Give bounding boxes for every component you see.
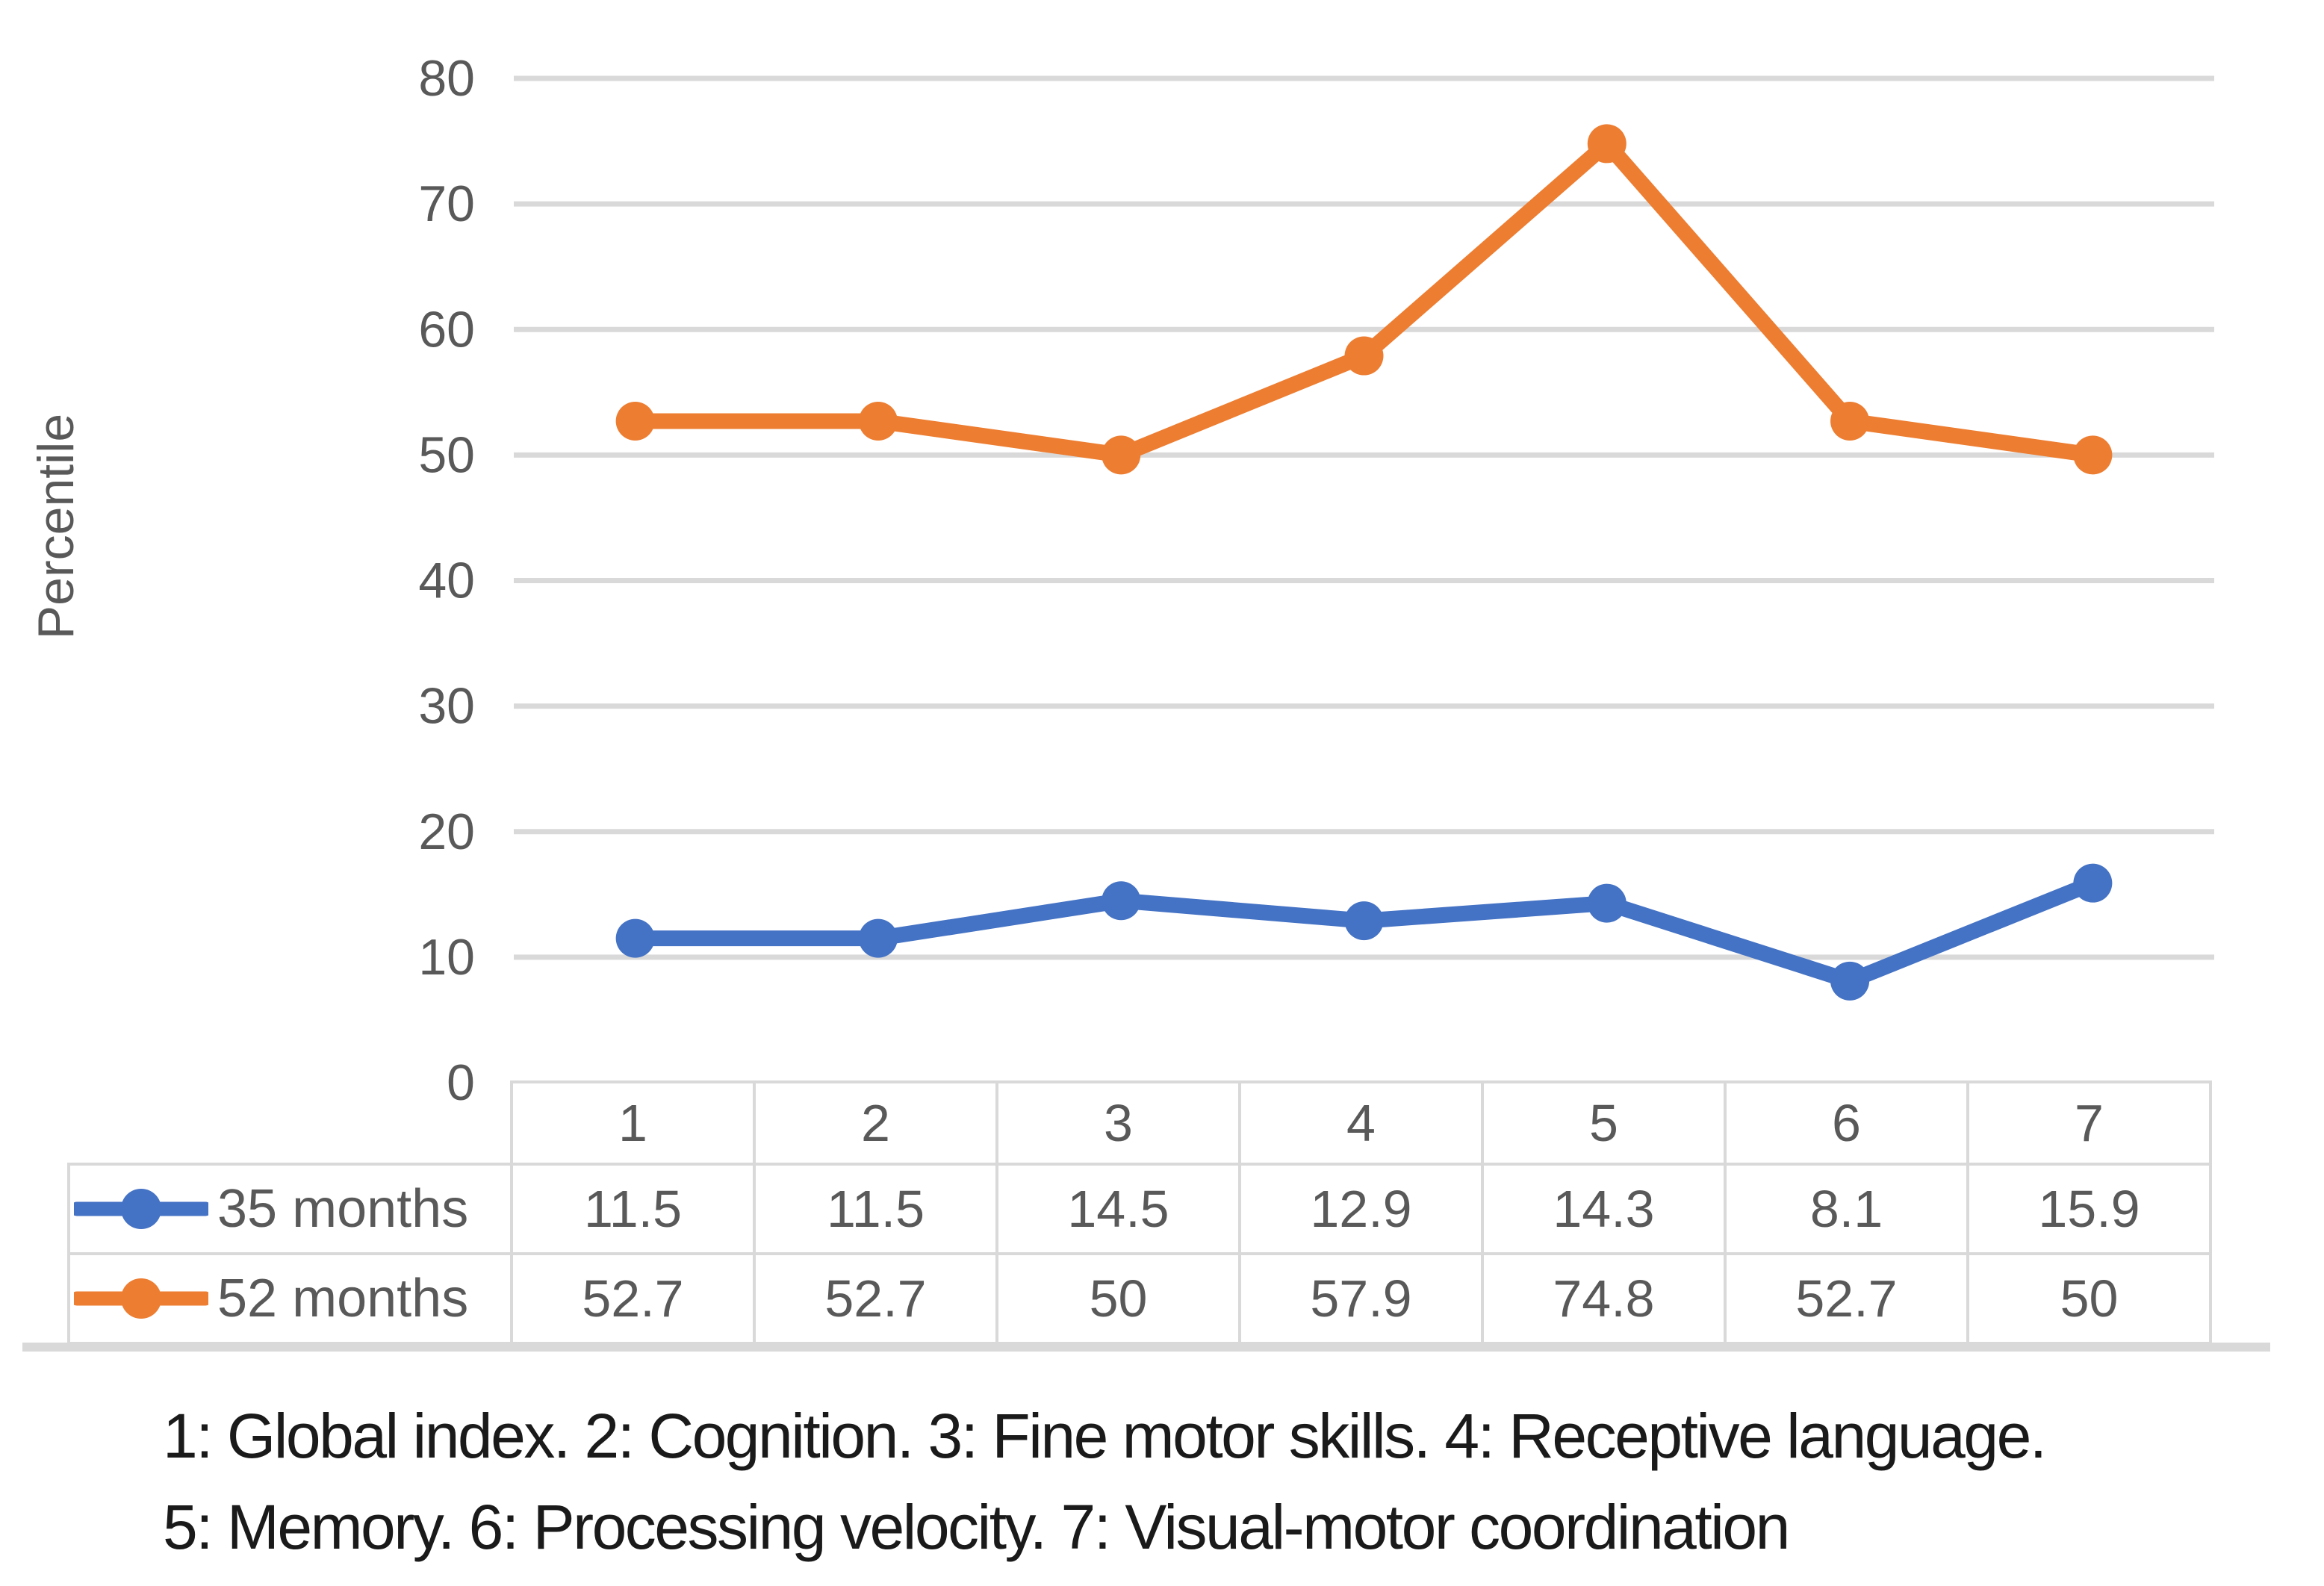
legend-cell: 35 months — [67, 1163, 513, 1255]
value-cell: 50 — [1966, 1252, 2212, 1345]
table-row: 52 months 52.7 52.7 50 57.9 74.8 52.7 50 — [67, 1252, 2212, 1345]
y-tick-label: 70 — [418, 175, 475, 232]
series-line-52-months — [627, 135, 2101, 463]
value-cell: 14.3 — [1481, 1163, 1727, 1255]
column-header-cell: 7 — [1966, 1080, 2212, 1166]
value-cell: 52.7 — [510, 1252, 756, 1345]
legend-key: 35 months — [72, 1178, 509, 1240]
legend-cell: 52 months — [67, 1252, 513, 1345]
value-cell: 52.7 — [1724, 1252, 1969, 1345]
y-tick-label: 10 — [418, 929, 475, 986]
chart-baseline — [22, 1343, 2270, 1352]
data-point-52-months-7 — [2073, 435, 2113, 475]
value-cell: 11.5 — [510, 1163, 756, 1255]
data-point-35-months-6 — [1830, 961, 1870, 1001]
value-cell: 14.5 — [995, 1163, 1241, 1255]
series-name-label: 35 months — [217, 1179, 469, 1239]
legend-dot — [121, 1278, 161, 1319]
value-cell: 50 — [995, 1252, 1241, 1345]
value-cell: 12.9 — [1238, 1163, 1484, 1255]
value-cell: 8.1 — [1724, 1163, 1969, 1255]
y-tick-label: 60 — [418, 301, 475, 358]
data-point-35-months-3 — [1102, 881, 1141, 921]
data-point-52-months-3 — [1102, 435, 1141, 475]
value-cell: 57.9 — [1238, 1252, 1484, 1345]
caption-line-1: 1: Global index. 2: Cognition. 3: Fine m… — [163, 1401, 2047, 1471]
data-point-52-months-2 — [858, 401, 898, 441]
caption-line-2: 5: Memory. 6: Processing velocity. 7: Vi… — [163, 1492, 1790, 1562]
value-cell: 11.5 — [753, 1163, 998, 1255]
data-point-52-months-6 — [1830, 401, 1870, 441]
data-point-35-months-4 — [1344, 901, 1384, 941]
legend-key: 52 months — [72, 1268, 509, 1329]
table-row: 35 months 11.5 11.5 14.5 12.9 14.3 8.1 15.9 — [67, 1163, 2212, 1255]
caption: 1: Global index. 2: Cognition. 3: Fine m… — [163, 1390, 2047, 1573]
column-header-cell: 3 — [995, 1080, 1241, 1166]
y-axis-title: Percentile — [28, 413, 84, 640]
legend-dot — [121, 1189, 161, 1229]
value-cell: 52.7 — [753, 1252, 998, 1345]
data-point-35-months-5 — [1587, 883, 1627, 923]
y-tick-label: 30 — [418, 678, 475, 735]
data-point-52-months-5 — [1587, 124, 1627, 164]
column-header-cell: 2 — [753, 1080, 998, 1166]
column-header-cell: 5 — [1481, 1080, 1727, 1166]
column-header-cell: 4 — [1238, 1080, 1484, 1166]
column-header-cell: 6 — [1724, 1080, 1969, 1166]
value-cell: 74.8 — [1481, 1252, 1727, 1345]
y-tick-label: 80 — [418, 50, 475, 107]
value-cell: 15.9 — [1966, 1163, 2212, 1255]
data-point-35-months-1 — [615, 918, 655, 958]
y-tick-label: 20 — [418, 803, 475, 860]
series-marker-icon — [74, 1278, 208, 1319]
column-header-cell: 1 — [510, 1080, 756, 1166]
table-corner-cell — [69, 1082, 512, 1164]
series-marker-icon — [74, 1189, 208, 1229]
data-table: 1 2 3 4 5 6 7 35 months 11.5 11.5 14.5 12.9 14.3 8.1 1… — [67, 1080, 2212, 1345]
y-tick-label: 40 — [418, 553, 475, 609]
data-point-52-months-1 — [615, 401, 655, 441]
data-point-35-months-7 — [2073, 863, 2113, 903]
data-point-35-months-2 — [858, 918, 898, 958]
series-name-label: 52 months — [217, 1269, 469, 1328]
y-tick-label: 50 — [418, 426, 475, 483]
data-point-52-months-4 — [1344, 336, 1384, 376]
y-tick-label: 0 — [447, 1054, 475, 1111]
